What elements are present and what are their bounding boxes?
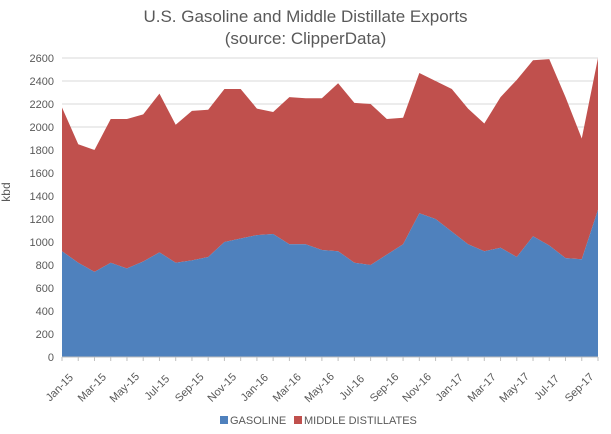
legend-gasoline-label: GASOLINE	[230, 415, 286, 427]
legend: GASOLINE MIDDLE DISTILLATES	[220, 415, 417, 427]
x-tick-label: Sep-16	[368, 371, 402, 405]
legend-gasoline-swatch	[220, 416, 228, 424]
gasoline-area	[62, 209, 598, 357]
x-tick-label: Jan-16	[239, 372, 271, 404]
y-tick-label: 1200	[30, 214, 54, 226]
chart-title-block: U.S. Gasoline and Middle Distillate Expo…	[0, 6, 611, 50]
y-tick-label: 2600	[30, 53, 54, 65]
legend-middle-distillates-label: MIDDLE DISTILLATES	[304, 415, 417, 427]
y-tick-label: 0	[48, 352, 54, 364]
x-tick-label: Sep-15	[173, 371, 207, 405]
x-tick-label: Jan-15	[44, 372, 76, 404]
x-tick-label: Nov-15	[206, 371, 240, 405]
y-axis-label: kbd	[0, 182, 13, 201]
y-tick-label: 400	[36, 306, 54, 318]
y-tick-label: 2400	[30, 76, 54, 88]
y-tick-label: 1400	[30, 191, 54, 203]
y-tick-label: 600	[36, 283, 54, 295]
x-tick-label: Nov-16	[400, 371, 434, 405]
y-tick-label: 2200	[30, 99, 54, 111]
x-tick-label: Sep-17	[563, 371, 597, 405]
legend-middle-distillates-swatch	[294, 416, 302, 424]
y-tick-label: 1800	[30, 145, 54, 157]
y-tick-label: 1600	[30, 168, 54, 180]
y-axis-ticks: 0 200 400 600 800 1000 1200 1400 1600 1800 2000 220…	[30, 53, 54, 364]
x-tick-label: Mar-17	[466, 371, 499, 404]
chart-subtitle: (source: ClipperData)	[224, 29, 387, 48]
x-tick-label: May-16	[303, 371, 337, 405]
x-tick-label: Mar-16	[271, 371, 304, 404]
middle-distillates-area	[62, 58, 598, 272]
x-tick-label: Jul-15	[142, 373, 172, 403]
y-tick-label: 200	[36, 329, 54, 341]
x-tick-label: Jul-17	[532, 373, 562, 403]
axes	[61, 356, 599, 361]
y-tick-label: 800	[36, 260, 54, 272]
x-tick-label: May-15	[108, 371, 142, 405]
area-series-layer	[62, 58, 598, 357]
x-tick-label: May-17	[497, 371, 531, 405]
x-tick-label: Jan-17	[434, 372, 466, 404]
chart-title: U.S. Gasoline and Middle Distillate Expo…	[143, 7, 468, 26]
x-tick-label: Mar-15	[76, 371, 109, 404]
y-tick-label: 2000	[30, 122, 54, 134]
y-tick-label: 1000	[30, 237, 54, 249]
x-tick-label: Jul-16	[337, 373, 367, 403]
